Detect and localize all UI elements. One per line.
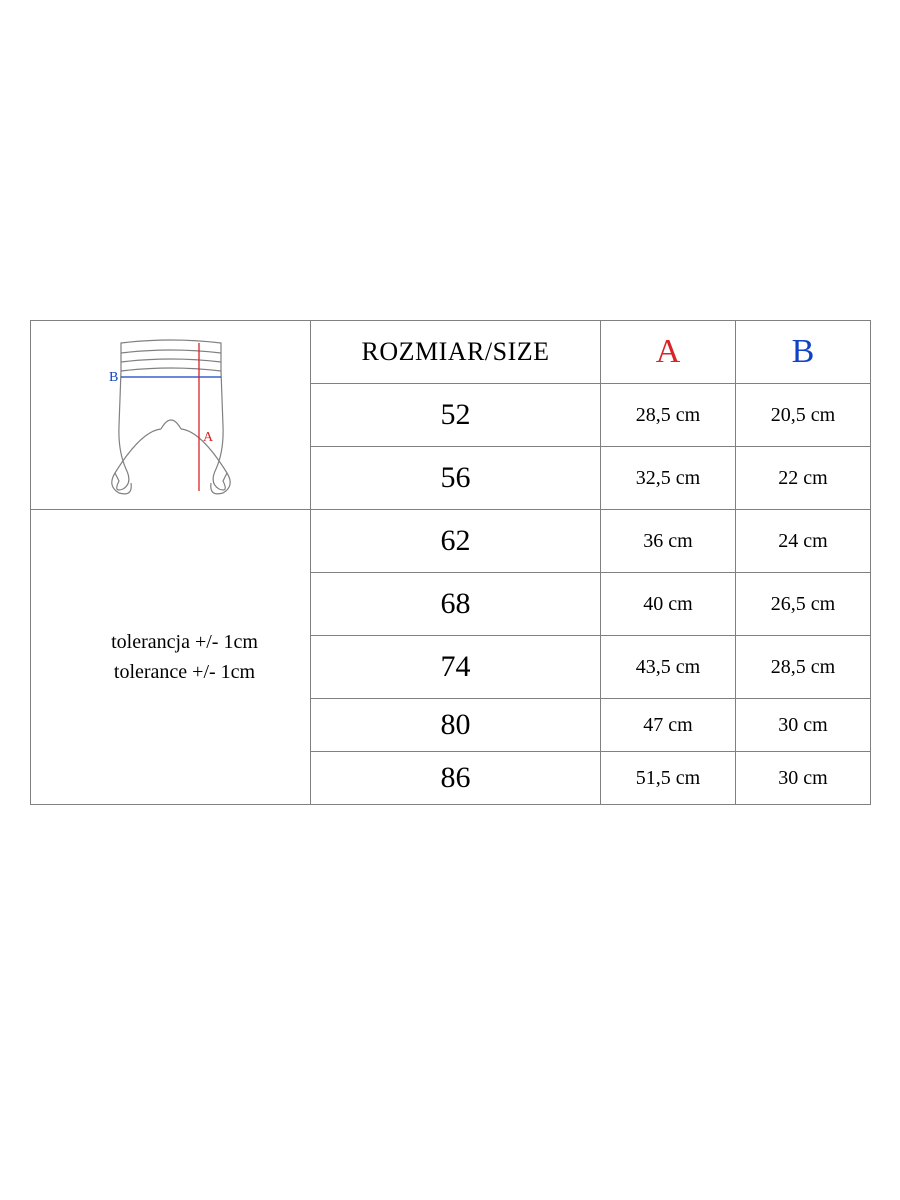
size-value: 62 [311,510,601,573]
diagram-label-a: A [203,430,214,445]
diagram-label-b: B [109,370,118,385]
size-value: 74 [311,636,601,699]
measure-a: 28,5 cm [601,384,736,447]
garment-diagram: B A [71,331,271,501]
size-value: 68 [311,573,601,636]
tolerance-line-2: tolerance +/- 1cm [114,661,255,683]
measure-b: 28,5 cm [736,636,871,699]
size-value: 86 [311,752,601,805]
measure-a: 43,5 cm [601,636,736,699]
measure-b: 30 cm [736,752,871,805]
measure-a: 47 cm [601,699,736,752]
measure-a: 32,5 cm [601,447,736,510]
size-value: 56 [311,447,601,510]
garment-diagram-cell: B A [31,321,311,510]
measure-b: 22 cm [736,447,871,510]
tolerance-line-1: tolerancja +/- 1cm [111,631,258,653]
measure-a: 36 cm [601,510,736,573]
measure-b: 30 cm [736,699,871,752]
page: B A ROZMIAR/SIZE A B 52 28,5 cm 20,5 cm … [0,0,900,1200]
table-row: tolerancja +/- 1cm tolerance +/- 1cm 62 … [31,510,871,573]
header-col-b: B [736,321,871,384]
size-chart-container: B A ROZMIAR/SIZE A B 52 28,5 cm 20,5 cm … [30,320,870,805]
size-value: 80 [311,699,601,752]
measure-a: 51,5 cm [601,752,736,805]
measure-b: 20,5 cm [736,384,871,447]
size-table: B A ROZMIAR/SIZE A B 52 28,5 cm 20,5 cm … [30,320,871,805]
table-header-row: B A ROZMIAR/SIZE A B [31,321,871,384]
header-col-a: A [601,321,736,384]
size-value: 52 [311,384,601,447]
tolerance-cell: tolerancja +/- 1cm tolerance +/- 1cm [31,510,311,805]
measure-a: 40 cm [601,573,736,636]
measure-b: 24 cm [736,510,871,573]
header-size: ROZMIAR/SIZE [311,321,601,384]
measure-b: 26,5 cm [736,573,871,636]
